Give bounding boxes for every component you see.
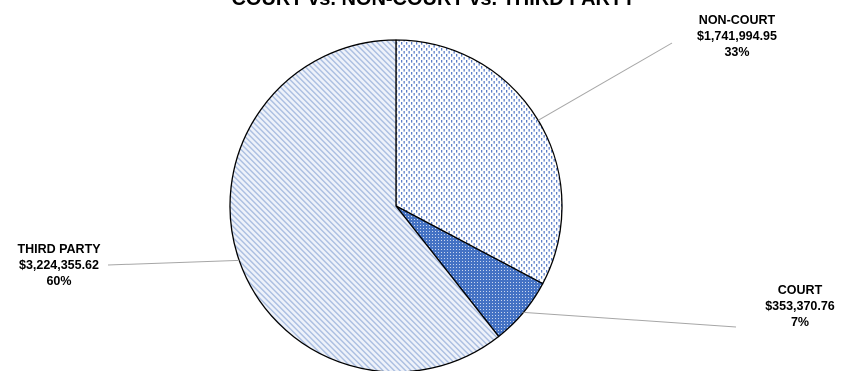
data-label-percent-text: 7% [790, 315, 810, 329]
chart-title: COURT vs. NON-COURT vs. THIRD PARTY [0, 0, 867, 11]
data-label-label: COURT [777, 283, 823, 297]
leader-line [523, 311, 737, 328]
data-label-label: THIRD PARTY [17, 242, 101, 256]
data-label: THIRD PARTY $3,224,355.62 60% [0, 241, 119, 289]
data-label: COURT $353,370.76 7% [740, 282, 860, 330]
data-label-value-text: $3,224,355.62 [19, 258, 99, 272]
data-label-label: NON-COURT [698, 13, 776, 27]
data-label: NON-COURT $1,741,994.95 33% [677, 12, 797, 60]
data-label-value-text: $1,741,994.95 [697, 29, 777, 43]
data-label-value-text: $353,370.76 [765, 299, 835, 313]
data-label-percent-text: 33% [724, 45, 750, 59]
leader-line [107, 259, 240, 266]
data-label-percent-text: 60% [46, 274, 72, 288]
leader-line [537, 42, 673, 121]
